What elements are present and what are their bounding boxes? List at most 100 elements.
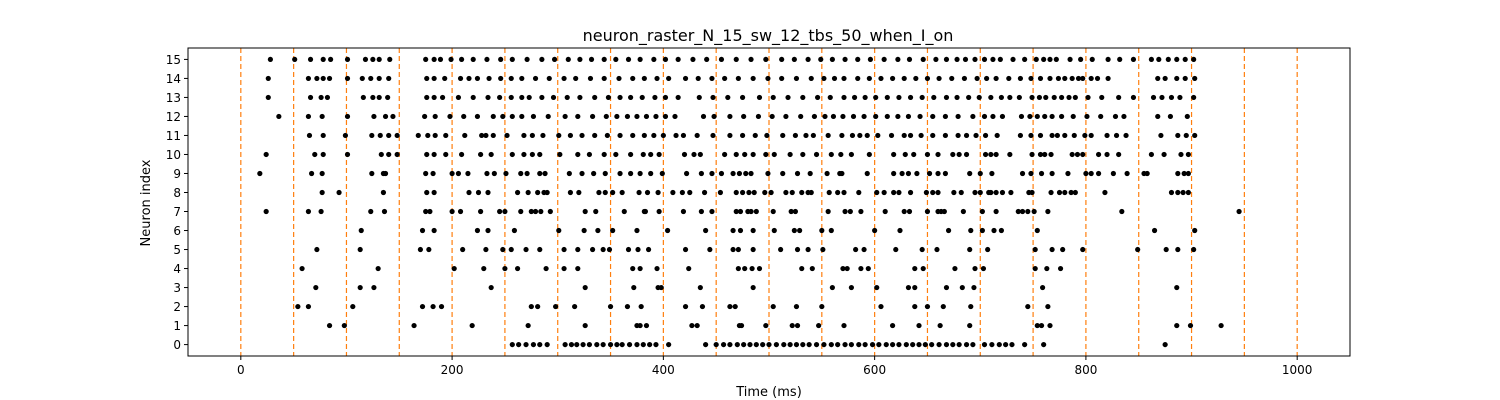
spike-point xyxy=(1130,94,1137,101)
spike-point xyxy=(357,284,363,291)
spike-point xyxy=(935,189,941,196)
spike-point xyxy=(360,94,366,101)
spike-point xyxy=(748,56,754,63)
spike-point xyxy=(696,94,702,101)
spike-point xyxy=(936,341,942,348)
spike-point xyxy=(385,94,391,101)
spike-point xyxy=(840,265,846,272)
spike-point xyxy=(1049,113,1055,120)
spike-point xyxy=(320,75,326,82)
spike-point xyxy=(1095,170,1102,177)
spike-point xyxy=(424,189,430,196)
spike-point xyxy=(799,189,805,196)
spike-point xyxy=(793,303,800,310)
spike-point xyxy=(709,208,715,215)
spike-point xyxy=(387,56,393,63)
spike-point xyxy=(993,189,999,196)
stimulus-lines xyxy=(240,48,1298,356)
spike-point xyxy=(686,265,692,272)
spike-point xyxy=(800,151,806,158)
spike-point xyxy=(907,132,914,139)
spike-point xyxy=(1065,170,1071,177)
spike-point xyxy=(1055,75,1062,82)
spike-point xyxy=(546,75,552,82)
spike-point xyxy=(307,56,314,63)
spike-point xyxy=(532,208,539,215)
spike-point xyxy=(937,322,943,329)
spike-point xyxy=(540,132,546,139)
spike-point xyxy=(613,56,619,63)
spike-point xyxy=(577,94,583,101)
spike-point xyxy=(1161,151,1167,158)
spike-point xyxy=(514,265,521,272)
spike-point xyxy=(793,75,800,82)
spike-point xyxy=(478,208,484,215)
spike-point xyxy=(889,75,896,82)
spike-point xyxy=(497,208,503,215)
spike-point xyxy=(954,56,960,63)
spike-point xyxy=(994,132,1000,139)
spike-point xyxy=(267,56,273,63)
spike-point xyxy=(748,208,754,215)
spike-point xyxy=(636,189,642,196)
spike-point xyxy=(448,56,454,63)
spike-point xyxy=(878,75,884,82)
spike-point xyxy=(621,208,627,215)
spike-point xyxy=(848,284,854,291)
spike-point xyxy=(985,246,991,253)
spike-point xyxy=(593,208,599,215)
spike-point xyxy=(862,341,868,348)
spike-point xyxy=(808,75,814,82)
spike-point xyxy=(1174,284,1180,291)
spike-point xyxy=(306,132,313,139)
spike-point xyxy=(276,113,282,120)
spike-point xyxy=(319,113,325,120)
spike-point xyxy=(535,189,541,196)
spike-point xyxy=(727,341,733,348)
spike-point xyxy=(371,113,377,120)
spike-point xyxy=(431,189,437,196)
spike-point xyxy=(1117,56,1123,63)
spike-point xyxy=(1155,113,1161,120)
spike-point xyxy=(751,189,757,196)
spike-point xyxy=(424,94,430,101)
spike-point xyxy=(666,75,672,82)
spike-point xyxy=(591,170,597,177)
spike-point xyxy=(572,303,578,310)
spike-point xyxy=(962,56,969,63)
spike-point xyxy=(641,75,647,82)
spike-point xyxy=(376,56,382,63)
spike-point xyxy=(889,341,896,348)
spike-point xyxy=(658,284,664,291)
spike-point xyxy=(958,189,964,196)
spike-point xyxy=(1175,189,1181,196)
spike-point xyxy=(1174,75,1180,82)
spike-point xyxy=(1037,75,1044,82)
spike-point xyxy=(415,132,421,139)
spike-point xyxy=(727,132,733,139)
spike-point xyxy=(727,303,733,310)
spike-point xyxy=(990,56,996,63)
spike-point xyxy=(783,189,789,196)
spike-point xyxy=(988,151,994,158)
spike-point xyxy=(424,151,430,158)
spike-point xyxy=(905,284,912,291)
spike-point xyxy=(905,113,912,120)
spike-point xyxy=(369,132,375,139)
spike-point xyxy=(933,56,939,63)
spike-point xyxy=(1047,322,1053,329)
spike-point xyxy=(537,151,543,158)
spike-point xyxy=(386,75,392,82)
spike-point xyxy=(848,151,854,158)
spike-point xyxy=(690,56,696,63)
spike-point xyxy=(257,170,263,177)
spike-point xyxy=(1167,113,1174,120)
spike-point xyxy=(1034,227,1040,234)
spike-point xyxy=(829,284,835,291)
spike-point xyxy=(518,208,524,215)
spike-point xyxy=(888,132,895,139)
spike-point xyxy=(431,151,437,158)
spike-point xyxy=(637,322,643,329)
spike-point xyxy=(906,208,913,215)
spike-point xyxy=(662,113,669,120)
